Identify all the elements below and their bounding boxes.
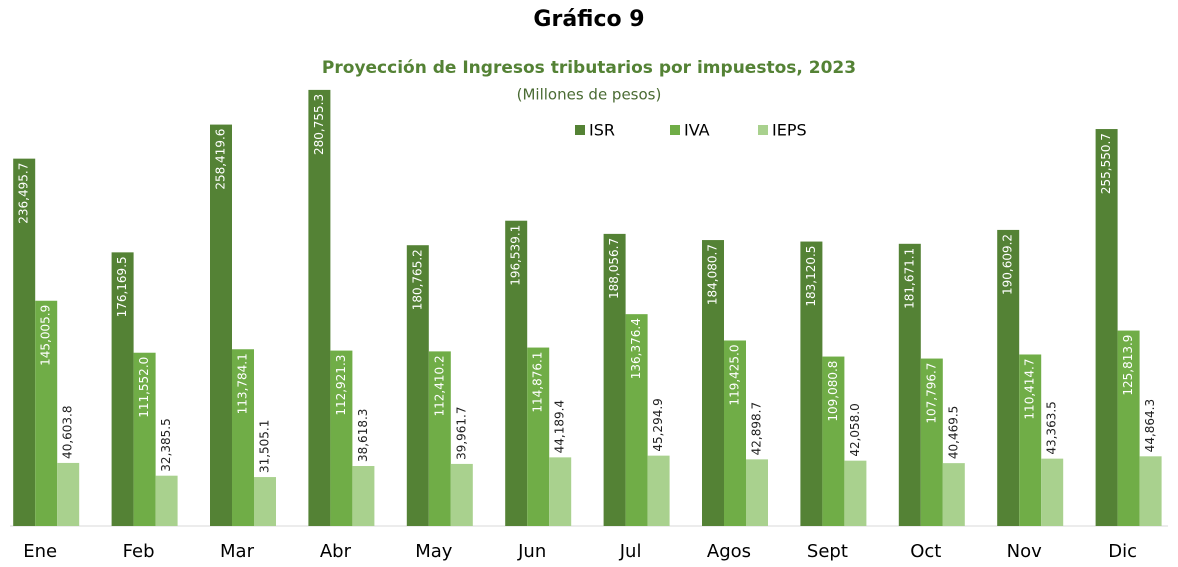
value-label: 42,898.7 <box>750 402 764 455</box>
value-label: 112,921.3 <box>334 355 348 416</box>
bar <box>1117 330 1140 526</box>
bar <box>505 220 528 526</box>
bar <box>406 245 429 526</box>
value-label: 42,058.0 <box>848 403 862 456</box>
chart-title: Gráfico 9 <box>533 7 644 32</box>
x-tick-label: Nov <box>1007 541 1042 562</box>
bar <box>625 314 648 526</box>
value-label: 255,550.7 <box>1099 133 1113 194</box>
x-tick-label: Oct <box>910 541 941 562</box>
bar <box>111 252 134 526</box>
bar <box>724 340 746 526</box>
value-label: 39,961.7 <box>454 406 468 459</box>
bar <box>450 463 473 526</box>
bar <box>1095 129 1118 526</box>
x-tick-label: Jul <box>619 541 642 562</box>
bar <box>330 350 353 526</box>
bar <box>603 233 626 526</box>
value-label: 40,469.5 <box>946 406 960 459</box>
x-tick-label: Ene <box>23 541 57 562</box>
chart-note: (Millones de pesos) <box>517 86 662 104</box>
value-label: 119,425.0 <box>728 344 742 405</box>
value-label: 176,169.5 <box>115 256 129 317</box>
legend-label: ISR <box>589 121 615 140</box>
bar <box>942 463 965 526</box>
bar <box>352 466 375 526</box>
x-tick-label: Mar <box>220 541 255 562</box>
value-label: 180,765.2 <box>410 249 424 310</box>
value-label: 44,864.3 <box>1143 399 1157 452</box>
bar <box>57 462 80 526</box>
value-label: 107,796.7 <box>924 363 938 424</box>
legend-swatch <box>575 125 585 135</box>
value-label: 125,813.9 <box>1121 335 1135 396</box>
bar <box>308 89 331 526</box>
value-label: 109,080.8 <box>826 361 840 422</box>
value-label: 196,539.1 <box>509 225 523 286</box>
value-label: 188,056.7 <box>607 238 621 299</box>
value-label: 40,603.8 <box>61 405 75 458</box>
bar <box>647 455 670 526</box>
value-label: 113,784.1 <box>236 353 250 414</box>
bar <box>155 475 178 526</box>
bar <box>549 457 572 526</box>
value-label: 114,876.1 <box>531 352 545 413</box>
value-label: 44,189.4 <box>553 400 567 453</box>
value-label: 112,410.2 <box>432 355 446 416</box>
x-tick-label: Feb <box>123 541 155 562</box>
bar <box>800 241 823 526</box>
value-label: 45,294.9 <box>651 398 665 451</box>
value-label: 111,552.0 <box>137 357 151 418</box>
x-tick-label: Sept <box>807 541 848 562</box>
bar <box>746 459 768 526</box>
value-label: 183,120.5 <box>804 246 818 307</box>
chart-subtitle: Proyección de Ingresos tributarios por i… <box>322 58 856 78</box>
value-label: 280,755.3 <box>312 94 326 155</box>
legend-label: IEPS <box>772 121 807 140</box>
x-tick-label: May <box>415 541 453 562</box>
value-label: 136,376.4 <box>629 318 643 379</box>
bar <box>35 300 58 526</box>
bar <box>898 243 921 526</box>
value-label: 181,671.1 <box>902 248 916 309</box>
bar <box>210 124 232 526</box>
bar <box>844 460 867 526</box>
x-tick-label: Abr <box>320 541 352 562</box>
x-tick-label: Jun <box>517 541 546 562</box>
value-label: 184,080.7 <box>706 244 720 305</box>
bar <box>254 477 276 526</box>
bar <box>1019 354 1042 526</box>
bar <box>822 356 845 526</box>
bar <box>1041 458 1064 526</box>
value-label: 38,618.3 <box>356 409 370 462</box>
legend-swatch <box>758 125 768 135</box>
value-label: 43,363.5 <box>1045 401 1059 454</box>
value-label: 236,495.7 <box>17 163 31 224</box>
bar <box>428 351 451 526</box>
bar <box>232 349 254 526</box>
bar <box>13 158 36 526</box>
value-label: 145,005.9 <box>39 305 53 366</box>
value-label: 110,414.7 <box>1023 358 1037 419</box>
x-tick-label: Agos <box>707 541 751 562</box>
bar <box>920 358 943 526</box>
bar <box>702 240 724 526</box>
value-label: 31,505.1 <box>258 420 272 473</box>
legend-swatch <box>670 125 680 135</box>
value-label: 32,385.5 <box>159 418 173 471</box>
bar <box>133 352 156 526</box>
x-tick-label: Dic <box>1108 541 1137 562</box>
value-label: 190,609.2 <box>1001 234 1015 295</box>
bar <box>527 347 550 526</box>
bar <box>997 229 1020 526</box>
legend-label: IVA <box>684 121 710 140</box>
bar <box>1139 456 1162 526</box>
value-label: 258,419.6 <box>214 129 228 190</box>
